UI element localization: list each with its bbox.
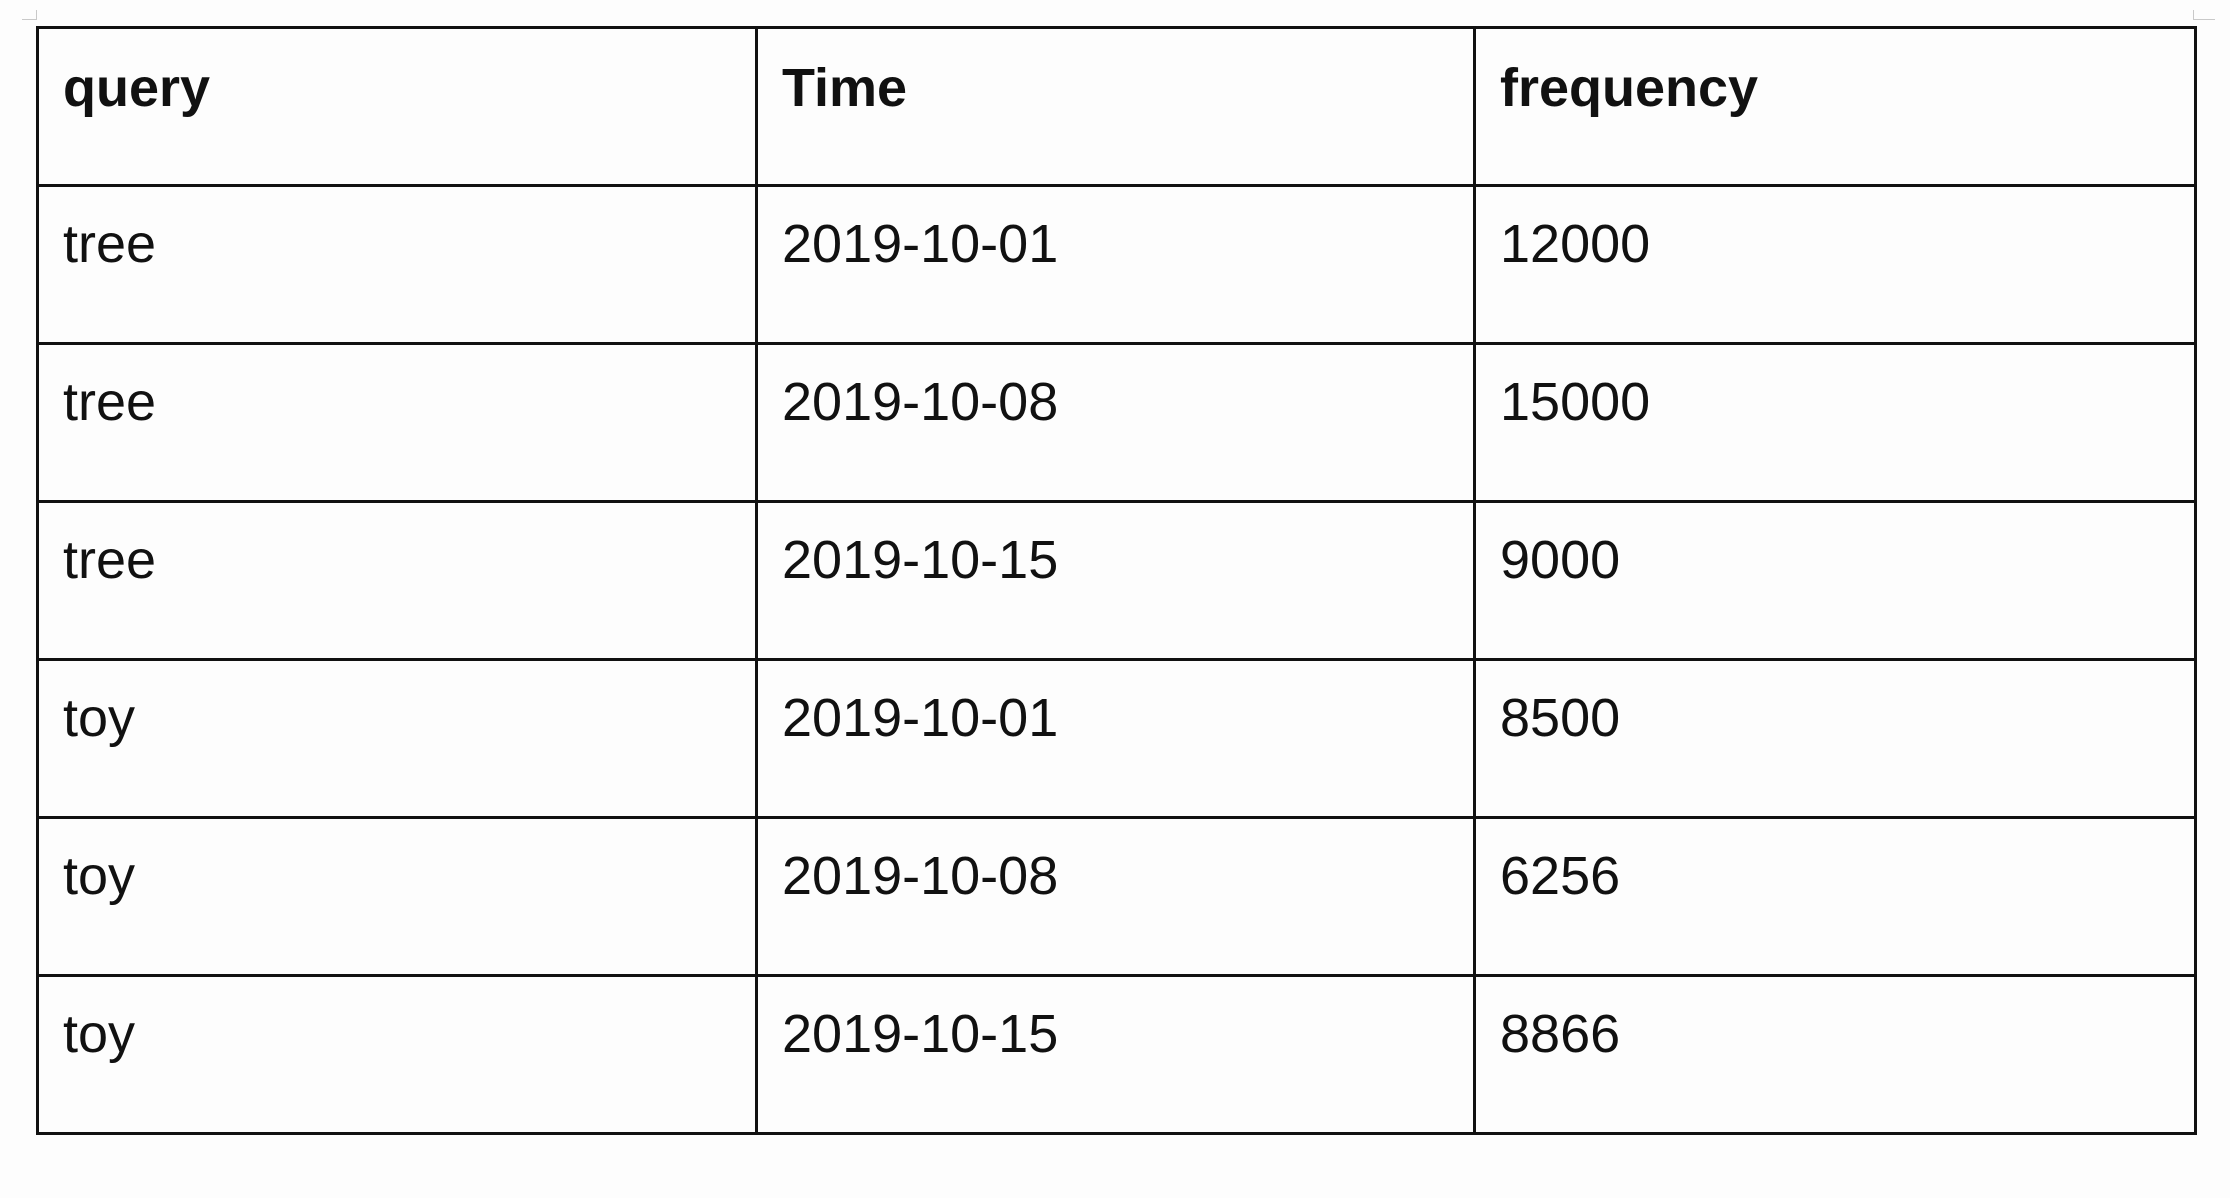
cell-time: 2019-10-01 [755,658,1476,819]
cell-query: tree [36,184,758,345]
cell-frequency: 8500 [1473,658,2197,819]
cell-frequency: 9000 [1473,500,2197,661]
table-header-row: query Time frequency [36,26,2197,187]
cell-query: tree [36,342,758,503]
page-corner-mark-left [22,19,36,20]
column-header-frequency: frequency [1473,26,2197,187]
table-row: tree 2019-10-15 9000 [36,500,2197,661]
table-row: toy 2019-10-15 8866 [36,974,2197,1135]
page-corner-tick-right [2193,10,2194,20]
column-header-query: query [36,26,758,187]
data-table: query Time frequency tree 2019-10-01 120… [36,26,2197,1135]
cell-frequency: 12000 [1473,184,2197,345]
page-corner-mark-right [2193,19,2215,20]
cell-time: 2019-10-15 [755,500,1476,661]
cell-query: toy [36,816,758,977]
cell-query: toy [36,974,758,1135]
cell-time: 2019-10-15 [755,974,1476,1135]
page-corner-tick-left [36,10,37,20]
cell-time: 2019-10-08 [755,816,1476,977]
cell-time: 2019-10-08 [755,342,1476,503]
table-row: toy 2019-10-01 8500 [36,658,2197,819]
cell-query: toy [36,658,758,819]
table-row: toy 2019-10-08 6256 [36,816,2197,977]
cell-frequency: 8866 [1473,974,2197,1135]
cell-frequency: 6256 [1473,816,2197,977]
cell-frequency: 15000 [1473,342,2197,503]
cell-query: tree [36,500,758,661]
cell-time: 2019-10-01 [755,184,1476,345]
table-row: tree 2019-10-01 12000 [36,184,2197,345]
column-header-time: Time [755,26,1476,187]
table-row: tree 2019-10-08 15000 [36,342,2197,503]
